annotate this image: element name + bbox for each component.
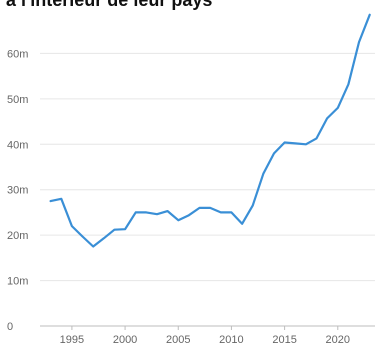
x-tick-label: 2005	[166, 334, 190, 346]
series-line	[49, 13, 371, 248]
y-tick-label: 40m	[7, 139, 28, 151]
y-tick-label: 50m	[7, 94, 28, 106]
x-tick-label: 2015	[272, 334, 296, 346]
y-axis-labels: 0 10m 20m 30m 40m 50m 60m	[7, 48, 28, 333]
y-tick-label: 0	[7, 321, 13, 333]
x-tick-label: 2010	[219, 334, 243, 346]
x-axis-labels: 1995 2000 2005 2010 2015 2020	[60, 326, 350, 346]
chart-title-fragment: à l'intérieur de leur pays	[6, 0, 213, 10]
y-tick-label: 30m	[7, 185, 28, 197]
grid-lines	[40, 52, 375, 327]
data-series	[49, 13, 371, 248]
x-tick-label: 1995	[60, 334, 84, 346]
y-tick-label: 20m	[7, 230, 28, 242]
y-tick-label: 10m	[7, 276, 28, 288]
x-tick-label: 2000	[113, 334, 137, 346]
y-tick-label: 60m	[7, 48, 28, 60]
x-tick-label: 2020	[326, 334, 350, 346]
